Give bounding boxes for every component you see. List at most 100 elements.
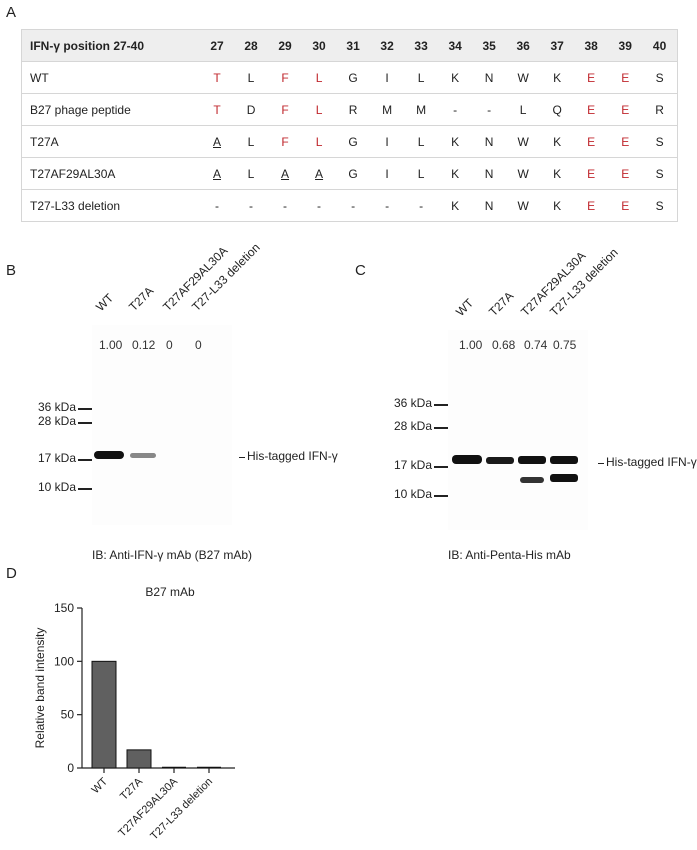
table-cell: R [642,93,678,126]
y-axis-title: Relative band intensity [33,628,47,749]
table-cell: A [200,125,235,158]
table-cell: E [574,93,609,126]
table-cell: E [574,61,609,94]
panel-label-d: D [6,565,17,582]
table-header-position: 36 [506,29,541,62]
table-cell: - [234,189,269,222]
table-cell: E [574,125,609,158]
quantification-value: 1.00 [99,338,123,352]
table-cell: L [302,93,337,126]
bar [91,660,117,769]
table-cell: F [268,93,303,126]
table-header-position: 35 [472,29,507,62]
lane-label: T27A [486,288,517,319]
blot-c-band-wt [452,455,482,464]
table-row: T27A A L F L G I L K N W K E E S [21,125,678,158]
table-cell: - [472,93,507,126]
table-cell: I [370,61,405,94]
quantification-value: 0.74 [524,338,548,352]
mw-marker-label: 28 kDa [37,414,76,428]
y-tick-label: 100 [54,654,74,668]
table-cell: E [608,157,643,190]
table-header-position: 37 [540,29,575,62]
mw-marker-label: 17 kDa [37,451,76,465]
band-label: His-tagged IFN-γ [247,449,338,463]
mw-marker-label: 10 kDa [393,487,432,501]
table-row: WT T L F L G I L K N W K E E S [21,61,678,94]
table-header-position: 39 [608,29,643,62]
blot-c-lowband-deletion [550,474,578,482]
lane-label: T27A [126,283,157,314]
table-cell: - [438,93,473,126]
table-header-position: 38 [574,29,609,62]
table-header-position: 31 [336,29,371,62]
table-header-position: 29 [268,29,303,62]
x-tick-label: T27AF29AL30A [116,775,180,839]
panel-label-c: C [355,262,366,279]
table-header-position: 27 [200,29,235,62]
table-cell: N [472,61,507,94]
table-cell: K [540,125,575,158]
y-tick-label: 0 [67,761,74,775]
table-cell: L [302,125,337,158]
mw-marker-label: 36 kDa [37,400,76,414]
table-cell: E [608,125,643,158]
quantification-value: 0.12 [132,338,156,352]
table-cell: A [268,157,303,190]
chart-title: B27 mAb [145,585,195,599]
table-cell: R [336,93,371,126]
table-cell: A [302,157,337,190]
mw-marker-tick [78,422,92,424]
table-cell: L [234,61,269,94]
table-header-position: 32 [370,29,405,62]
table-cell: - [200,189,235,222]
bar [126,749,152,769]
blot-b-band-wt [94,451,124,459]
table-cell: N [472,125,507,158]
table-cell: T [200,61,235,94]
blot-b-membrane [92,325,232,525]
table-cell: L [234,157,269,190]
table-cell: G [336,125,371,158]
table-header-position: 40 [642,29,678,62]
table-cell: - [268,189,303,222]
table-cell: W [506,61,541,94]
table-cell: - [336,189,371,222]
table-cell: - [370,189,405,222]
table-cell: D [234,93,269,126]
table-cell: N [472,157,507,190]
x-tick-label: T27A [118,775,146,803]
y-tick-label: 50 [61,708,75,722]
table-cell: E [574,189,609,222]
table-cell: K [540,189,575,222]
table-cell: E [608,189,643,222]
mw-marker-label: 10 kDa [37,480,76,494]
table-row-name: WT [21,61,200,94]
blot-c-band-t27a [486,457,514,464]
table-cell: K [438,189,473,222]
mw-marker-label: 36 kDa [393,396,432,410]
panel-label-a: A [6,4,17,21]
table-cell: K [438,125,473,158]
table-cell: F [268,61,303,94]
band-label: His-tagged IFN-γ [606,455,697,469]
table-cell: N [472,189,507,222]
lane-label: WT [93,290,117,314]
blot-b-band-t27a [130,453,156,458]
lane-label: WT [453,295,477,319]
table-cell: L [302,61,337,94]
table-cell: L [404,125,439,158]
table-row-name: B27 phage peptide [21,93,200,126]
band-label-line [239,457,245,458]
table-cell: G [336,61,371,94]
table-cell: E [608,93,643,126]
immunoblot-label: IB: Anti-IFN-γ mAb (B27 mAb) [92,548,253,562]
table-cell: E [574,157,609,190]
x-tick-label: T27-L33 deletion [148,776,215,843]
quantification-value: 1.00 [459,338,483,352]
table-header-position: 33 [404,29,439,62]
table-cell: F [268,125,303,158]
table-cell: W [506,157,541,190]
mw-marker-label: 28 kDa [393,419,432,433]
x-tick-label: WT [90,775,111,796]
